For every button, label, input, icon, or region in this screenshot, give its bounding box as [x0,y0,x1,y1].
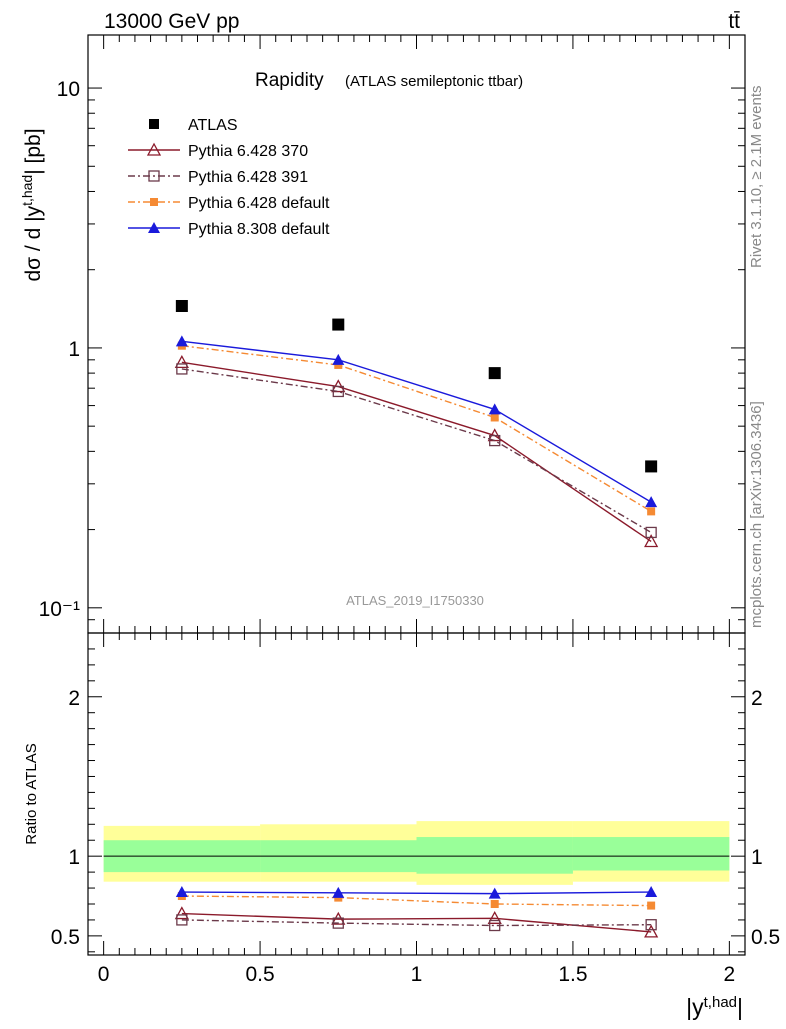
legend-marker-pythia-6-428-370 [146,142,162,156]
plot-subtitle: (ATLAS semileptonic ttbar) [345,73,523,90]
header-final-state: tt̄ [728,10,740,33]
point-pythia-6-428-default-2 [490,413,499,422]
ratio-point-pythia-6-428-370-3 [644,924,659,938]
point-atlas-0 [175,299,188,312]
side-text-rivet: Rivet 3.1.10, ≥ 2.1M events [748,86,765,269]
ratio-line-pythia-6-428-370 [181,912,652,933]
point-pythia-6-428-370-0 [174,355,189,369]
ratio-ytick-label-left: 2 [68,687,80,710]
xtick-label: 1.5 [558,963,587,986]
point-pythia-6-428-default-1 [334,360,343,369]
ratio-point-pythia-8-308-default-3 [645,886,658,898]
line-pythia-6-428-370 [181,361,652,543]
point-pythia-6-428-391-3 [645,526,657,539]
point-pythia-8-308-default-2 [488,403,501,415]
main-ytick-label: 10 [57,78,80,101]
ratio-ytick-label-right: 1 [751,846,763,869]
ratio-ytick-label-left: 0.5 [51,926,80,949]
ratio-point-pythia-8-308-default-1 [332,886,345,898]
axis-labels: 10⁻¹ 1 10 0.5 0.5 1 1 2 2 0 0.5 1 1.5 2 dσ / d |yt,had… [19,78,780,1020]
watermark-analysis: ATLAS_2019_I1750330 [346,593,484,608]
xtick-label: 1 [411,963,423,986]
main-series-group [174,299,659,548]
point-pythia-6-428-391-1 [332,385,344,398]
point-pythia-8-308-default-1 [332,353,345,365]
side-text-mcplots: mcplots.cern.ch [arXiv:1306.3436] [748,401,765,628]
main-ylabel: dσ / d |yt,had| [pb] [19,128,45,281]
ratio-point-pythia-6-428-370-0 [174,906,189,920]
legend-label-pythia-6-428-391: Pythia 6.428 391 [188,169,308,186]
legend-label-pythia-6-428-370: Pythia 6.428 370 [188,143,308,160]
ratio-point-pythia-6-428-391-1 [332,917,344,929]
legend-marker-pythia-6-428-391 [148,170,160,182]
ratio-point-pythia-6-428-370-2 [487,910,502,924]
ratio-series-group [174,886,659,938]
point-atlas-1 [332,318,345,331]
ratio-point-pythia-8-308-default-0 [175,886,188,898]
band-inner-bin-2 [416,837,573,874]
band-inner-bin-3 [572,837,730,871]
ratio-plot-frame [87,632,746,956]
axis-ticks [87,35,746,955]
line-pythia-6-428-391 [181,368,652,534]
plot-frames [87,34,746,956]
point-pythia-6-428-391-0 [176,363,188,375]
ratio-point-pythia-6-428-391-3 [645,919,657,931]
point-atlas-2 [488,367,501,380]
legend-marker-pythia-8-308-default [148,222,160,233]
line-pythia-8-308-default [181,340,652,503]
legend-marker-pythia-6-428-default [150,198,158,206]
ratio-point-pythia-6-428-391-0 [176,914,188,926]
ratio-line-pythia-8-308-default [181,891,652,895]
point-pythia-6-428-391-2 [489,434,501,447]
main-ytick-label: 10⁻¹ [39,598,80,621]
ratio-ylabel: Ratio to ATLAS [23,743,40,844]
ratio-uncertainty-bands [103,821,730,885]
ratio-point-pythia-6-428-391-2 [489,919,501,932]
ratio-point-pythia-6-428-default-2 [490,899,499,908]
legend-label-pythia-8-308-default: Pythia 8.308 default [188,221,330,238]
legend-label-pythia-6-428-default: Pythia 6.428 default [188,195,330,212]
xlabel: |yt,had| [686,994,743,1021]
ratio-point-pythia-6-428-default-3 [647,901,656,910]
ratio-line-pythia-6-428-391 [181,919,652,927]
header-process: 13000 GeV pp [104,10,239,33]
point-atlas-3 [645,460,658,473]
line-pythia-6-428-default [181,345,652,512]
main-ytick-label: 1 [68,338,80,361]
point-pythia-8-308-default-3 [645,496,658,508]
ratio-ytick-label-right: 2 [751,687,763,710]
ratio-ytick-label-right: 0.5 [751,926,780,949]
xtick-label: 0 [98,963,110,986]
point-pythia-6-428-default-3 [647,507,656,516]
xtick-label: 0.5 [245,963,274,986]
plot-title: Rapidity [255,70,324,91]
point-pythia-8-308-default-0 [175,335,188,347]
legend-marker-atlas [149,119,159,129]
legend-label-atlas: ATLAS [188,117,238,134]
point-pythia-6-428-370-3 [644,534,659,548]
legend: ATLAS Pythia 6.428 370 Pythia 6.428 391 Pyt… [128,117,330,238]
ratio-line-pythia-6-428-default [181,895,652,907]
ratio-ytick-label-left: 1 [68,846,80,869]
xtick-label: 2 [724,963,736,986]
ratio-point-pythia-8-308-default-2 [488,887,501,899]
